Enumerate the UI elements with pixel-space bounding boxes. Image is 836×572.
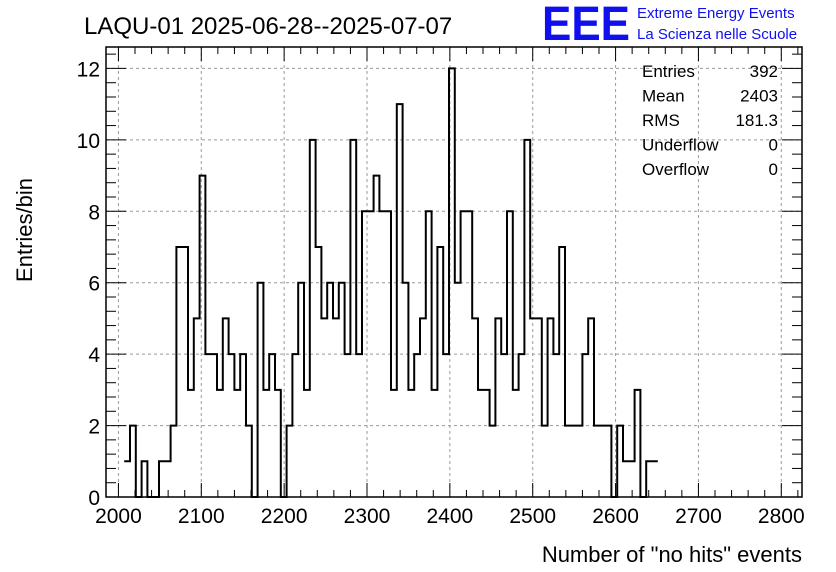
stat-value: 392 <box>750 62 778 81</box>
x-tick-label: 2100 <box>178 505 225 528</box>
x-tick-label: 2800 <box>758 505 805 528</box>
histogram-line <box>124 67 658 498</box>
eee-logo: EEE Extreme Energy Events La Scienza nel… <box>542 0 797 51</box>
y-tick-label: 10 <box>77 130 100 153</box>
stat-value: 0 <box>769 160 778 179</box>
plot-frame <box>105 46 803 498</box>
x-tick-label: 2500 <box>509 505 556 528</box>
x-tick-label: 2600 <box>592 505 639 528</box>
stat-label: RMS <box>642 111 680 130</box>
stat-value: 0 <box>769 136 778 155</box>
tick-labels: 2000 2100 2200 2300 2400 2500 2600 2700 2800 0 2 4 6… <box>77 58 805 528</box>
logo-letters: EEE <box>542 0 630 51</box>
x-axis-label: Number of "no hits" events <box>542 542 802 567</box>
logo-line2: La Scienza nelle Scuole <box>637 26 797 43</box>
y-tick-label: 8 <box>88 201 100 224</box>
x-tick-label: 2700 <box>675 505 722 528</box>
stat-value: 2403 <box>740 87 778 106</box>
logo-line1: Extreme Energy Events <box>637 5 795 22</box>
x-tick-label: 2300 <box>344 505 391 528</box>
axis-ticks <box>106 47 802 498</box>
stat-value: 181.3 <box>735 111 778 130</box>
y-axis-label: Entries/bin <box>12 178 37 282</box>
x-tick-label: 2000 <box>95 505 142 528</box>
chart-title: LAQU-01 2025-06-28--2025-07-07 <box>84 13 452 40</box>
y-tick-label: 6 <box>88 273 100 296</box>
y-tick-label: 0 <box>88 487 100 510</box>
stat-label: Entries <box>642 62 695 81</box>
stat-label: Mean <box>642 87 685 106</box>
y-tick-label: 4 <box>88 344 100 367</box>
y-tick-label: 12 <box>77 58 100 81</box>
y-tick-label: 2 <box>88 416 100 439</box>
x-tick-label: 2400 <box>426 505 473 528</box>
x-tick-label: 2200 <box>261 505 308 528</box>
stat-label: Underflow <box>642 136 719 155</box>
stat-label: Overflow <box>642 160 710 179</box>
stats-box: Entries 392 Mean 2403 RMS 181.3 Underflow 0 Over… <box>642 62 778 179</box>
